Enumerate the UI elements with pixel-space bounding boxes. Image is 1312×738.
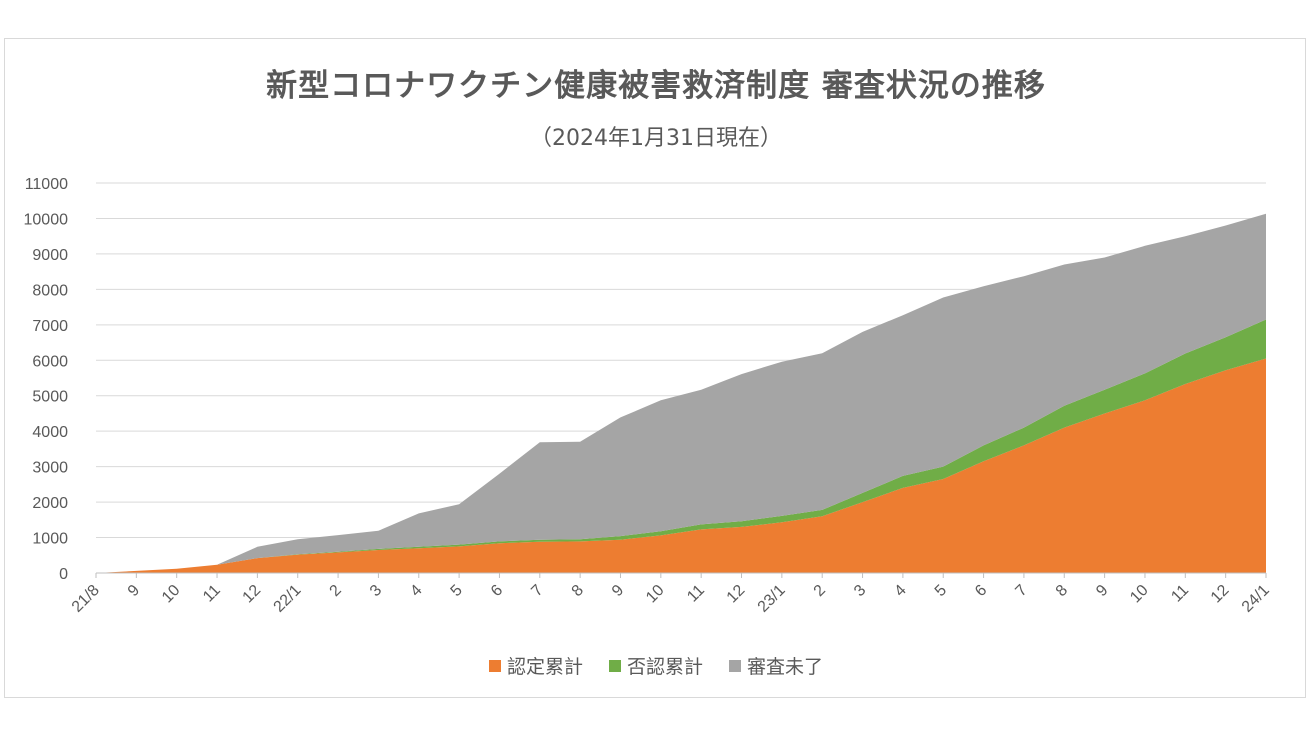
x-tick-label: 21/8 — [69, 582, 103, 616]
x-tick-label: 11 — [684, 582, 708, 606]
x-tick-label: 5 — [932, 582, 950, 600]
legend-swatch — [608, 659, 621, 672]
chart-legend: 認定累計 否認累計 審査未了 — [0, 652, 1312, 679]
x-tick-label: 2 — [811, 582, 829, 600]
y-tick-label: 2000 — [32, 495, 68, 512]
x-tick-label: 12 — [724, 582, 749, 607]
chart-subtitle: （2024年1月31日現在） — [530, 126, 782, 151]
x-tick-label: 22/1 — [271, 582, 305, 616]
y-tick-label: 5000 — [32, 389, 68, 406]
x-tick-label: 2 — [327, 582, 345, 600]
x-tick-label: 5 — [448, 582, 466, 600]
y-tick-label: 7000 — [32, 318, 68, 335]
y-tick-label: 8000 — [32, 282, 68, 299]
x-tick-label: 12 — [1208, 582, 1233, 607]
y-tick-label: 1000 — [32, 531, 68, 548]
y-tick-label: 10000 — [24, 211, 69, 228]
x-tick-label: 12 — [240, 582, 265, 607]
x-tick-label: 9 — [1093, 582, 1111, 600]
x-tick-label: 11 — [1168, 582, 1192, 606]
legend-label: 審査未了 — [747, 656, 824, 678]
legend-item: 審査未了 — [729, 652, 823, 679]
x-tick-label: 4 — [891, 582, 909, 600]
legend-label: 認定累計 — [506, 656, 583, 678]
legend-item: 否認累計 — [608, 652, 703, 679]
legend-swatch — [488, 659, 501, 672]
y-tick-label: 11000 — [25, 176, 68, 193]
x-tick-label: 10 — [1127, 582, 1152, 607]
legend-item: 認定累計 — [488, 652, 583, 679]
x-tick-label: 9 — [125, 582, 143, 600]
x-tick-label: 10 — [159, 582, 184, 607]
x-tick-label: 7 — [528, 582, 546, 600]
y-tick-label: 3000 — [32, 460, 68, 477]
y-tick-label: 6000 — [32, 353, 68, 370]
x-tick-label: 10 — [643, 582, 668, 607]
y-tick-label: 4000 — [32, 424, 68, 441]
chart-title: 新型コロナワクチン健康被害救済制度 審査状況の推移 — [266, 68, 1046, 104]
x-tick-label: 11 — [200, 582, 224, 606]
x-tick-label: 4 — [407, 582, 425, 600]
x-tick-label: 3 — [367, 582, 385, 600]
x-tick-label: 24/1 — [1239, 582, 1273, 616]
x-tick-label: 7 — [1012, 582, 1030, 600]
series-area-2 — [96, 213, 1266, 574]
legend-swatch — [729, 659, 741, 672]
x-tick-label: 3 — [851, 582, 869, 600]
legend-label: 否認累計 — [626, 656, 703, 678]
y-tick-label: 9000 — [32, 247, 68, 264]
x-tick-label: 6 — [488, 582, 506, 600]
series-area-0 — [96, 358, 1266, 573]
x-tick-label: 6 — [972, 582, 990, 600]
x-tick-label: 23/1 — [755, 582, 789, 616]
x-tick-label: 8 — [569, 582, 587, 600]
x-tick-label: 9 — [609, 582, 627, 600]
x-tick-label: 8 — [1053, 582, 1071, 600]
y-tick-label: 0 — [59, 566, 68, 583]
